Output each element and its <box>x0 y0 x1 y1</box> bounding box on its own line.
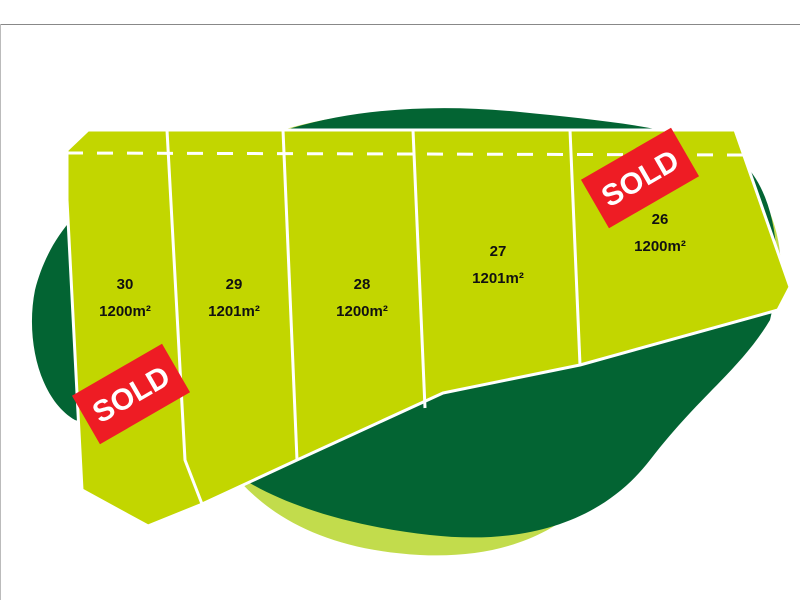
lot-28[interactable]: 28 1200m² <box>336 276 388 320</box>
divider-28-27 <box>411 129 427 409</box>
lot-number: 27 <box>490 243 507 260</box>
lot-number: 28 <box>354 276 371 293</box>
lot-area: 1200m² <box>634 238 686 255</box>
lot-area: 1201m² <box>472 270 524 287</box>
lot-29[interactable]: 29 1201m² <box>208 276 260 320</box>
lot-area: 1200m² <box>99 303 151 320</box>
setback-dashed-line <box>66 151 746 157</box>
lot-26[interactable]: 26 1200m² <box>634 211 686 255</box>
lot-area: 1200m² <box>336 303 388 320</box>
lot-area: 1201m² <box>208 303 260 320</box>
lot-dividers <box>165 129 582 505</box>
lot-number: 30 <box>117 276 134 293</box>
lot-30[interactable]: 30 1200m² <box>99 276 151 320</box>
divider-29-28 <box>281 129 299 461</box>
lot-27[interactable]: 27 1201m² <box>472 243 524 287</box>
lot-number: 29 <box>226 276 243 293</box>
divider-30-29 <box>165 129 204 505</box>
divider-27-26 <box>568 129 582 366</box>
lot-number: 26 <box>652 211 669 228</box>
